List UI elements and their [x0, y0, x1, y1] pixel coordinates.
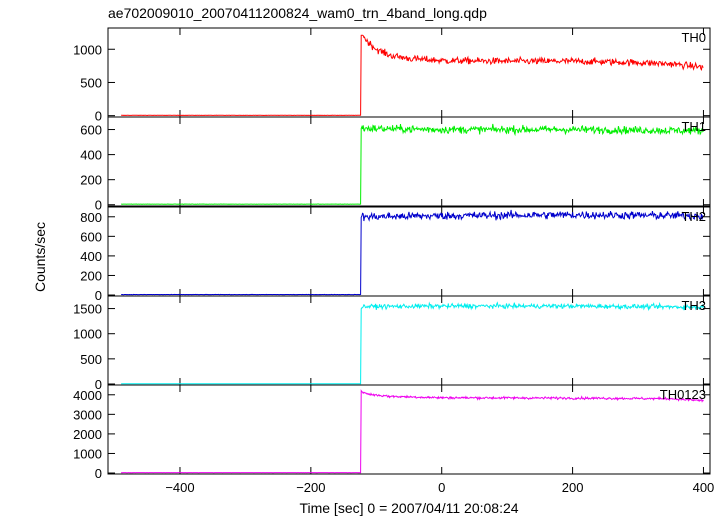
x-tick-label: 200 — [562, 480, 584, 495]
panel-frame-th0 — [107, 27, 711, 118]
y-tick-label-th0: 1000 — [73, 42, 102, 57]
y-tick-label-th0123: 2000 — [73, 427, 102, 442]
y-tick-label-th2: 0 — [95, 288, 102, 303]
y-tick-label-th3: 1500 — [73, 302, 102, 317]
panel-frame-th0123 — [107, 384, 711, 475]
panel-frame-th2 — [107, 206, 711, 297]
y-axis-label: Counts/sec — [32, 222, 48, 292]
y-tick-label-th0123: 4000 — [73, 388, 102, 403]
y-tick-label-th2: 400 — [80, 249, 102, 264]
x-tick-label: −400 — [165, 480, 194, 495]
y-tick-label-th2: 800 — [80, 210, 102, 225]
x-tick-label: 400 — [693, 480, 715, 495]
y-tick-label-th0123: 1000 — [73, 446, 102, 461]
y-tick-label-th0123: 0 — [95, 466, 102, 481]
y-tick-label-th1: 600 — [80, 123, 102, 138]
y-tick-label-th2: 200 — [80, 268, 102, 283]
series-line-th2 — [121, 209, 704, 296]
panel-frame-th1 — [107, 116, 711, 207]
y-tick-label-th1: 200 — [80, 173, 102, 188]
y-tick-label-th0: 0 — [95, 109, 102, 124]
y-tick-label-th0: 500 — [80, 75, 102, 90]
panel-label-th2: TH2 — [681, 209, 706, 224]
panel-label-th0: TH0 — [681, 30, 706, 45]
x-tick-label: −200 — [296, 480, 325, 495]
y-tick-label-th1: 400 — [80, 148, 102, 163]
panel-label-th1: TH1 — [681, 119, 706, 134]
y-tick-label-th2: 600 — [80, 229, 102, 244]
chart-title: ae702009010_20070411200824_wam0_trn_4ban… — [108, 5, 487, 21]
series-line-th0 — [121, 34, 704, 117]
series-line-th0123 — [121, 389, 704, 474]
y-tick-label-th0123: 3000 — [73, 407, 102, 422]
series-line-th1 — [121, 123, 704, 205]
y-tick-label-th1: 0 — [95, 198, 102, 213]
series-line-th3 — [121, 301, 704, 385]
panel-label-th3: TH3 — [681, 298, 706, 313]
x-axis-label: Time [sec] 0 = 2007/04/11 20:08:24 — [299, 500, 518, 516]
y-tick-label-th3: 500 — [80, 352, 102, 367]
x-tick-label: 0 — [438, 480, 445, 495]
y-tick-label-th3: 1000 — [73, 327, 102, 342]
panel-label-th0123: TH0123 — [660, 387, 706, 402]
y-tick-label-th3: 0 — [95, 377, 102, 392]
panel-frame-th3 — [107, 295, 711, 386]
